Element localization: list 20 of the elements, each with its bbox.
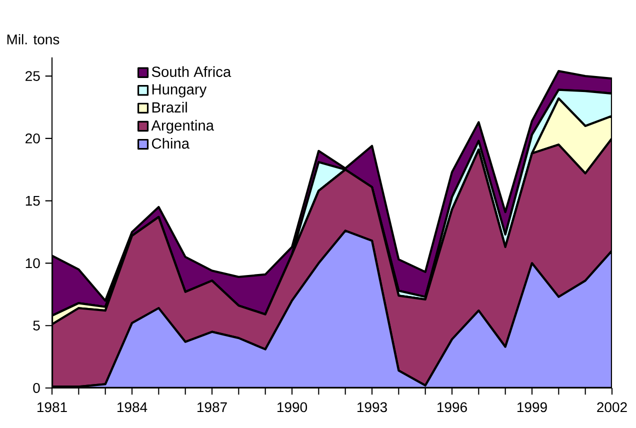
y-tick-label: 20 <box>26 133 40 144</box>
x-tick-label: 1984 <box>118 402 148 412</box>
x-tick-label: 1996 <box>437 402 467 412</box>
legend-label: Brazil <box>152 102 187 113</box>
y-axis-title: Mil. tons <box>7 34 60 44</box>
x-tick-label: 1990 <box>278 402 308 412</box>
x-tick-label: 1999 <box>517 402 547 412</box>
legend-label: Hungary <box>152 84 207 98</box>
x-tick-label: 1993 <box>357 402 387 412</box>
legend-label: South Africa <box>152 66 232 78</box>
legend-label: China <box>152 138 190 149</box>
x-tick-label: 2002 <box>597 402 627 412</box>
x-tick-label: 1981 <box>38 402 67 412</box>
y-tick-label: 10 <box>26 258 40 268</box>
y-tick-label: 15 <box>26 196 40 206</box>
legend-label: Argentina <box>151 120 214 134</box>
y-tick-label: 5 <box>33 320 40 330</box>
y-tick-label: 0 <box>33 383 40 393</box>
y-tick-label: 25 <box>26 71 40 82</box>
x-tick-label: 1987 <box>198 402 227 412</box>
